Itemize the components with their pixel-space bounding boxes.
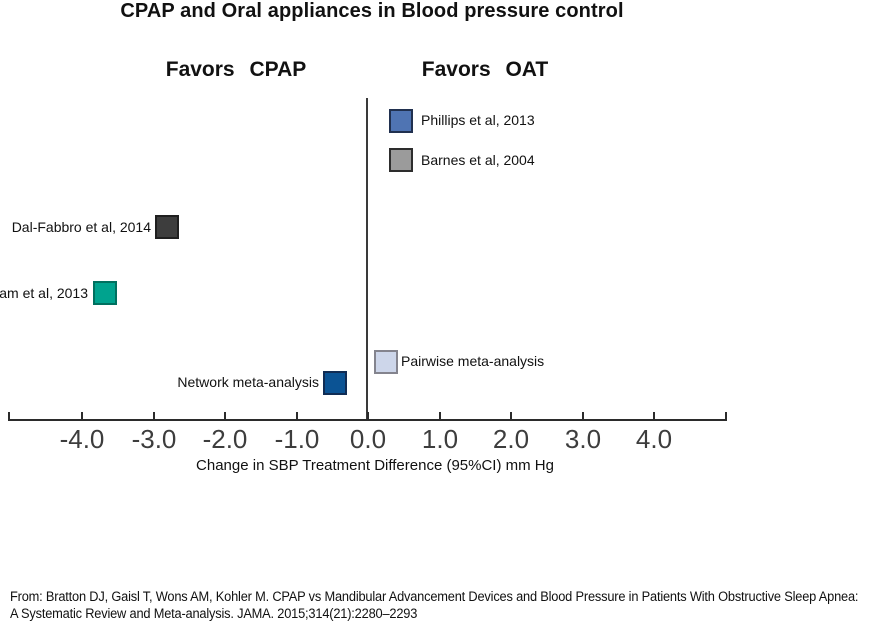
marker-pairwise (374, 350, 398, 374)
axis-end-tick-left (8, 412, 10, 420)
source-citation-line1: From: Bratton DJ, Gaisl T, Wons AM, Kohl… (10, 589, 859, 604)
x-tick (224, 412, 226, 420)
marker-phillips (389, 109, 413, 133)
point-label-dal-fabbro: Dal-Fabbro et al, 2014 (11, 219, 151, 235)
x-tick-label: 4.0 (635, 424, 673, 454)
x-tick (653, 412, 655, 420)
point-label-barnes: Barnes et al, 2004 (421, 152, 535, 168)
x-tick-label: 3.0 (564, 424, 602, 454)
x-axis-title: Change in SBP Treatment Difference (95%C… (196, 457, 554, 474)
marker-dal-fabbro (155, 215, 179, 239)
x-tick (296, 412, 298, 420)
axis-end-tick-right (725, 412, 727, 420)
x-tick-label: -1.0 (274, 424, 320, 454)
x-tick-label: 2.0 (492, 424, 530, 454)
point-label-phillips: Phillips et al, 2013 (421, 112, 535, 128)
source-citation-line2: A Systematic Review and Meta-analysis. J… (10, 606, 418, 621)
zero-reference-line (366, 98, 368, 420)
x-tick-label: -2.0 (202, 424, 248, 454)
chart-title: CPAP and Oral appliances in Blood pressu… (120, 0, 624, 22)
favors-oat-label: Favors OAT (421, 58, 549, 81)
x-tick (81, 412, 83, 420)
x-tick-label: -4.0 (59, 424, 105, 454)
x-tick (582, 412, 584, 420)
marker-barnes (389, 148, 413, 172)
x-tick (367, 412, 369, 420)
x-tick-label: 1.0 (421, 424, 459, 454)
x-tick (439, 412, 441, 420)
marker-lam (93, 281, 117, 305)
x-tick-label: 0.0 (349, 424, 387, 454)
point-label-pairwise: Pairwise meta-analysis (401, 353, 545, 369)
x-tick (510, 412, 512, 420)
x-axis-line (8, 419, 727, 421)
x-tick-label: -3.0 (131, 424, 177, 454)
favors-cpap-label: Favors CPAP (165, 58, 307, 81)
point-label-lam: Lam et al, 2013 (0, 285, 88, 301)
source-citation: From: Bratton DJ, Gaisl T, Wons AM, Kohl… (10, 588, 894, 622)
point-label-network: Network meta-analysis (177, 374, 319, 390)
x-tick (153, 412, 155, 420)
marker-network (323, 371, 347, 395)
